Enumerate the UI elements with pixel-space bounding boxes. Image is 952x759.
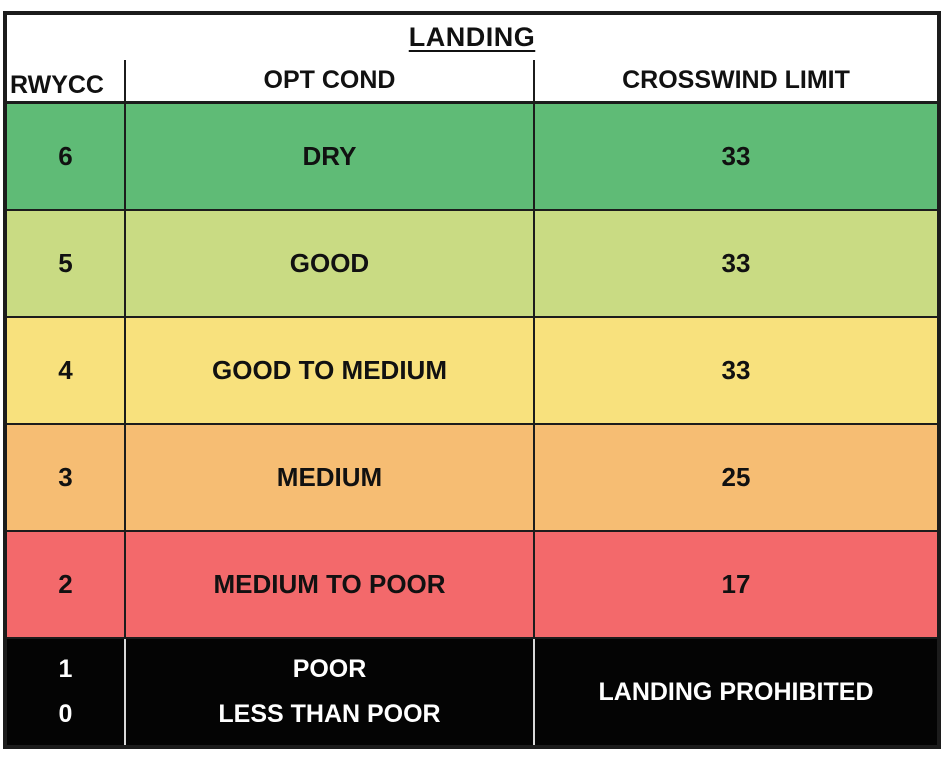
crosswind-limit-cell: 33 [533,318,937,423]
crosswind-limit-cell: LANDING PROHIBITED [533,639,937,745]
opt-cond-less-than-poor: LESS THAN POOR [218,699,441,728]
landing-rwycc-table: LANDING RWYCC OPT COND CROSSWIND LIMIT 6… [3,11,941,749]
crosswind-limit-cell: 25 [533,425,937,530]
table-row-rwycc-5: 5 GOOD 33 [7,211,937,318]
table-row-rwycc-6: 6 DRY 33 [7,104,937,211]
column-header-crosswind-limit: CROSSWIND LIMIT [533,60,937,101]
table-row-rwycc-3: 3 MEDIUM 25 [7,425,937,532]
opt-cond-cell: GOOD [124,211,533,316]
opt-cond-cell: POOR LESS THAN POOR [124,639,533,745]
rwycc-cell: 2 [58,569,73,599]
rwycc-cell: 3 [58,462,73,492]
rwycc-cell: 4 [58,355,73,385]
rwycc-cell: 6 [58,141,73,171]
opt-cond-cell: MEDIUM [124,425,533,530]
crosswind-limit-cell: 33 [533,211,937,316]
rwycc-cell: 1 0 [7,639,124,745]
column-header-opt-cond: OPT COND [124,60,533,101]
opt-cond-cell: GOOD TO MEDIUM [124,318,533,423]
table-header-row: RWYCC OPT COND CROSSWIND LIMIT [7,60,937,104]
column-header-rwycc: RWYCC [10,71,104,99]
rwycc-cell: 5 [58,248,73,278]
rwycc-value-0: 0 [58,699,73,728]
opt-cond-cell: MEDIUM TO POOR [124,532,533,637]
crosswind-limit-cell: 17 [533,532,937,637]
opt-cond-poor: POOR [292,654,367,683]
table-title: LANDING [408,22,536,52]
table-title-row: LANDING [7,15,937,60]
table-row-rwycc-2: 2 MEDIUM TO POOR 17 [7,532,937,639]
table-row-rwycc-4: 4 GOOD TO MEDIUM 33 [7,318,937,425]
crosswind-limit-cell: 33 [533,104,937,209]
rwycc-value-1: 1 [58,654,73,683]
table-row-rwycc-1-0-prohibited: 1 0 POOR LESS THAN POOR LANDING PROHIBIT… [7,639,937,745]
opt-cond-cell: DRY [124,104,533,209]
